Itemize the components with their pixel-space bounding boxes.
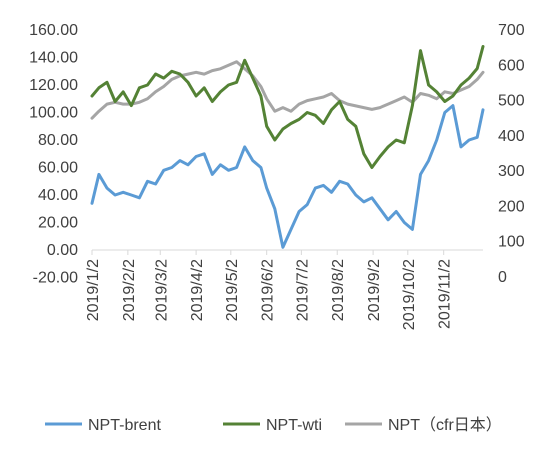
x-tick-label: 2019/8/2 [330, 259, 347, 321]
y-left-tick-label: -20.00 [33, 270, 78, 287]
y-right-tick-label: 700 [498, 22, 525, 39]
series-line-0 [90, 104, 485, 249]
series-line-1 [90, 45, 485, 169]
legend: NPT-brent NPT-wti NPT（cfr日本） [45, 416, 502, 434]
y-right-tick-label: 500 [498, 93, 525, 110]
y-left-axis: -20.00 0.00 20.00 40.00 60.00 80.00 100.00 120.… [29, 22, 78, 287]
legend-label: NPT-brent [88, 417, 161, 434]
legend-label: NPT-wti [266, 417, 322, 434]
y-right-tick-label: 400 [498, 128, 525, 145]
y-left-tick-label: 100.00 [29, 105, 78, 122]
x-tick-label: 2019/7/2 [294, 259, 311, 321]
y-right-tick-label: 300 [498, 163, 525, 180]
y-right-axis: 0 100 200 300 400 500 600 700 [498, 22, 525, 286]
y-left-tick-label: 20.00 [38, 215, 78, 232]
x-tick-label: 2019/2/2 [121, 259, 138, 321]
y-left-tick-label: 160.00 [29, 22, 78, 39]
series-layer [90, 45, 485, 249]
y-left-tick-label: 120.00 [29, 77, 78, 94]
y-right-tick-label: 200 [498, 198, 525, 215]
y-left-tick-label: 80.00 [38, 132, 78, 149]
y-right-tick-label: 0 [498, 269, 507, 286]
x-tick-label: 2019/3/2 [153, 259, 170, 321]
y-left-tick-label: 0.00 [47, 242, 78, 259]
x-tick-label: 2019/4/2 [189, 259, 206, 321]
x-tick-label: 2019/10/2 [401, 259, 418, 330]
x-tick-label: 2019/9/2 [366, 259, 383, 321]
legend-label: NPT（cfr日本） [388, 416, 502, 434]
y-left-tick-label: 140.00 [29, 50, 78, 67]
series-line-2 [90, 60, 485, 120]
x-tick-label: 2019/6/2 [260, 259, 277, 321]
y-left-tick-label: 40.00 [38, 187, 78, 204]
x-tick-label: 2019/1/2 [85, 259, 102, 321]
x-axis: 2019/1/2 2019/2/2 2019/3/2 2019/4/2 2019/5/2… [85, 249, 483, 330]
y-left-tick-label: 60.00 [38, 160, 78, 177]
x-tick-label: 2019/11/2 [437, 259, 454, 329]
x-tick-label: 2019/5/2 [224, 259, 241, 321]
y-right-tick-label: 100 [498, 234, 525, 251]
y-right-tick-label: 600 [498, 57, 525, 74]
